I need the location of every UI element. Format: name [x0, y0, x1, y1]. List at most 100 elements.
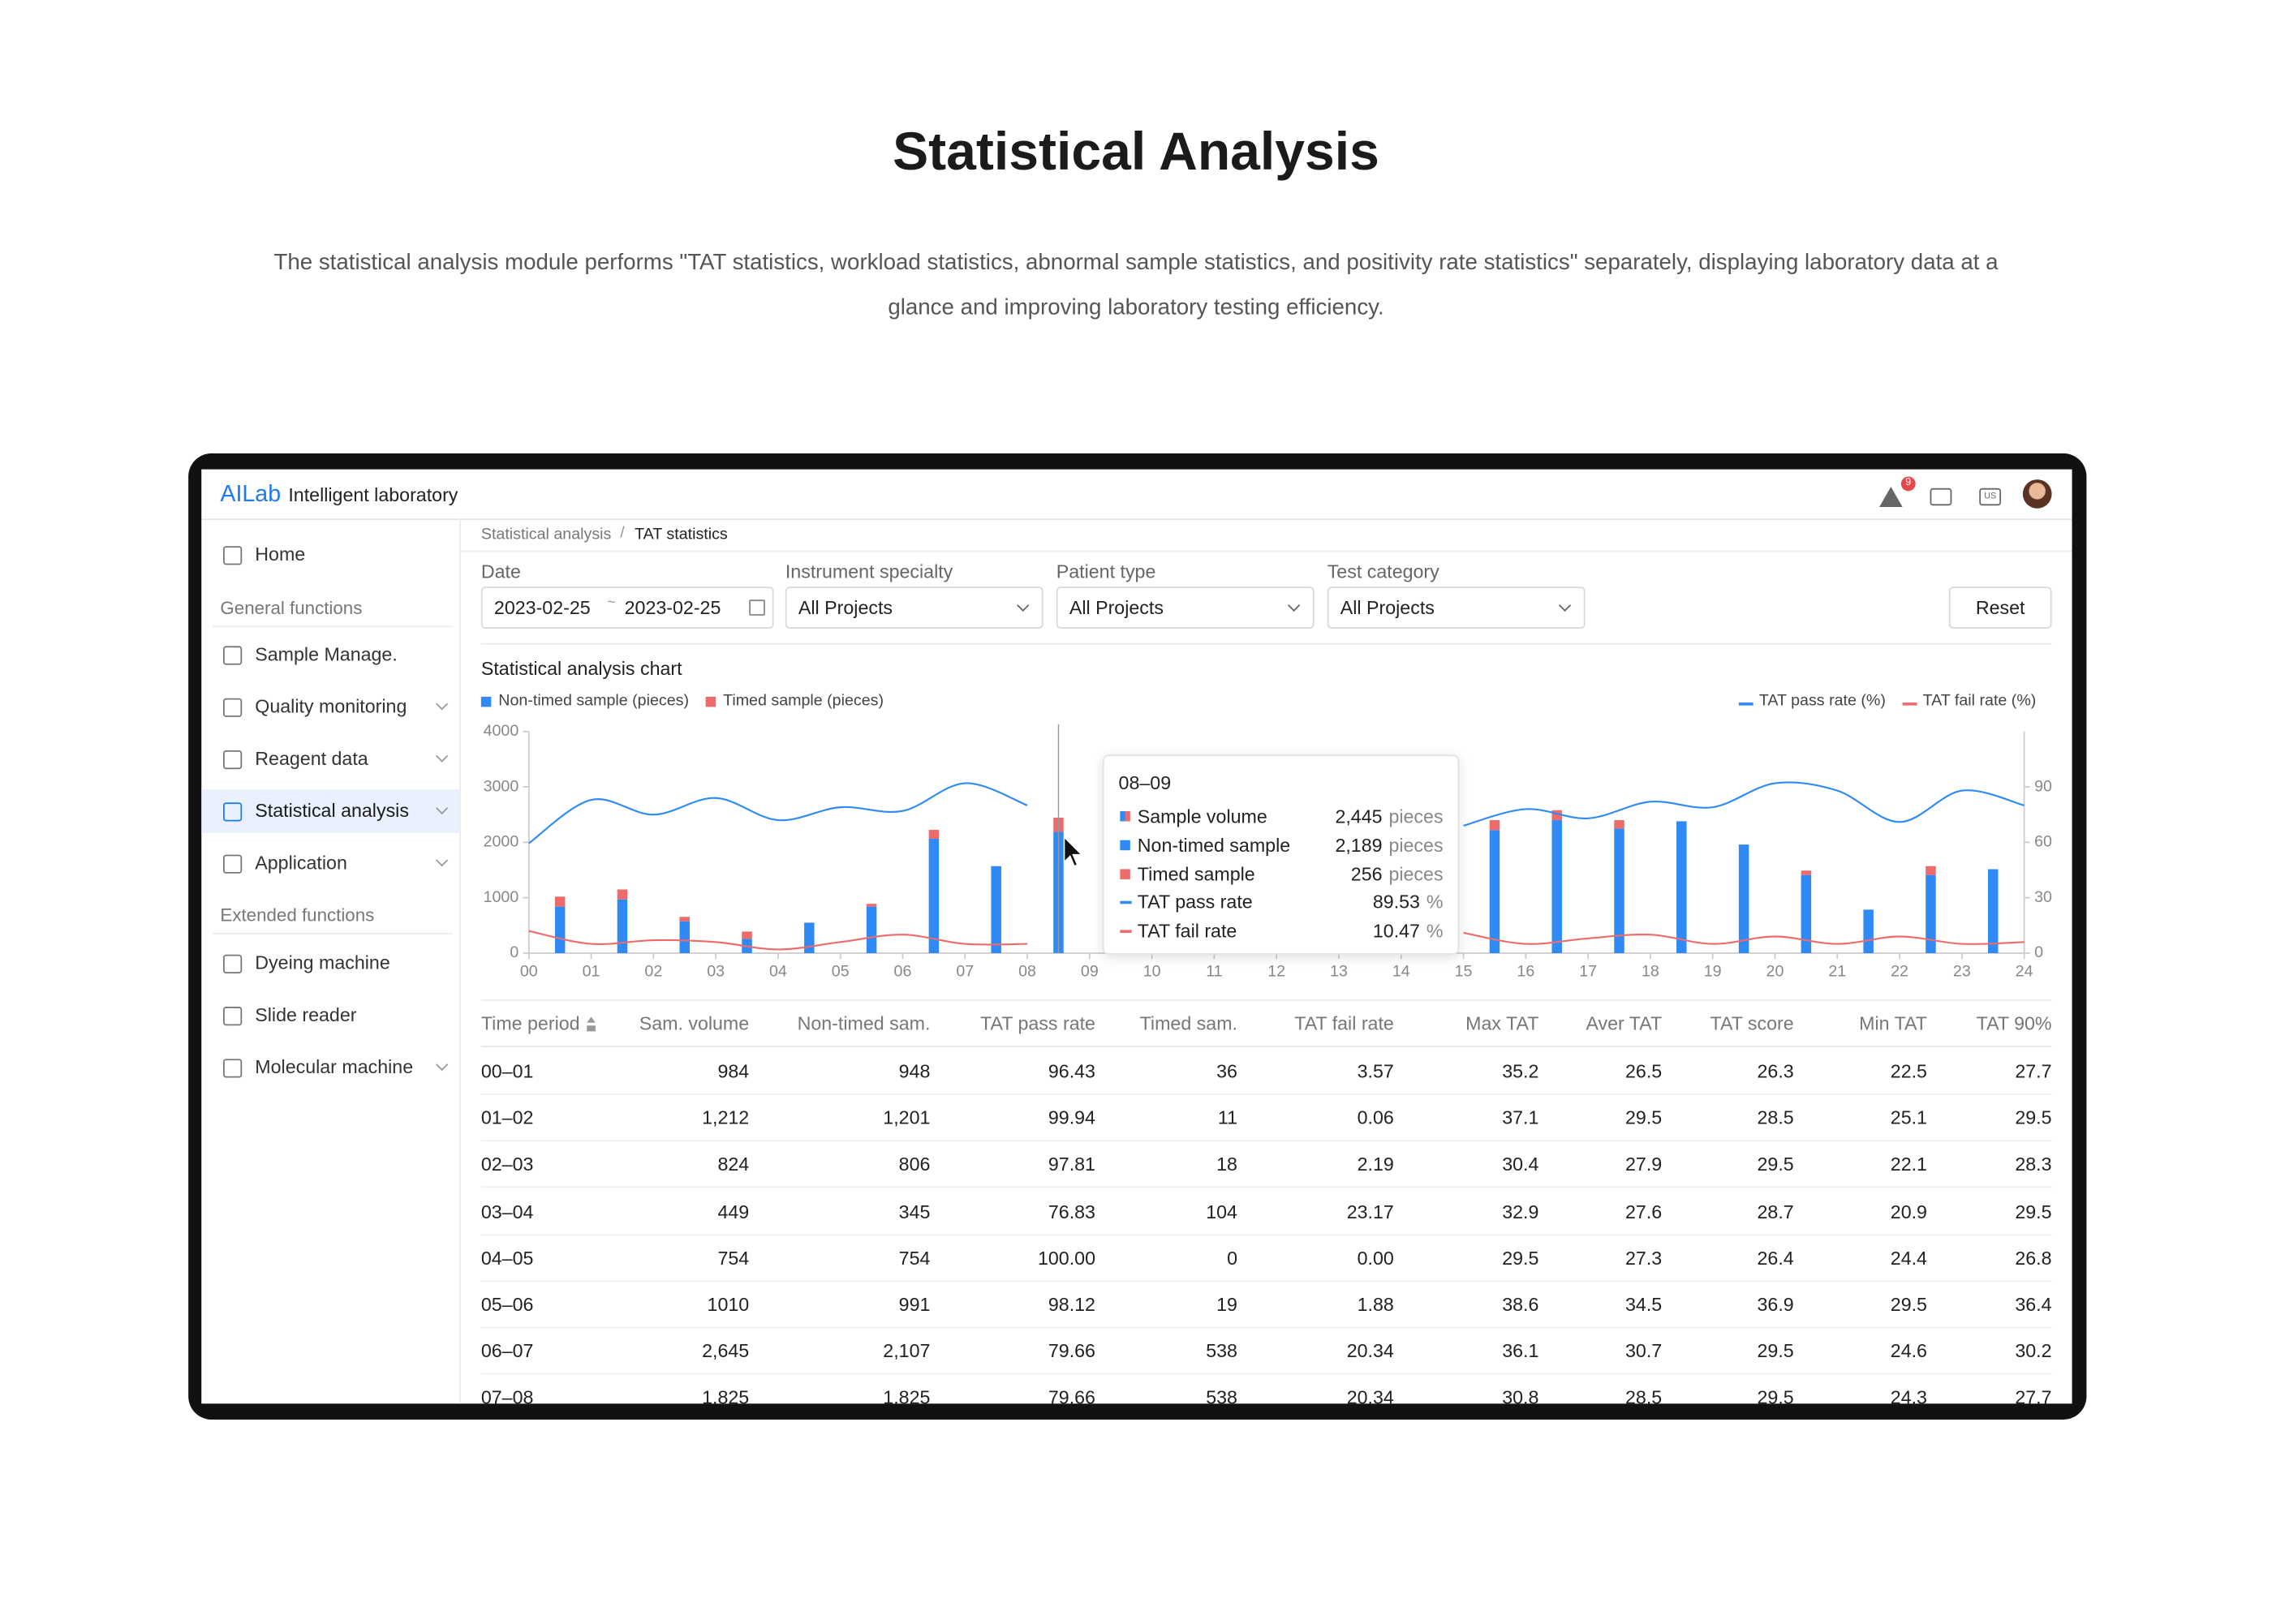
tooltip-icon: [1120, 901, 1132, 904]
table-cell: 28.5: [1757, 1106, 1794, 1129]
tooltip-label: TAT fail rate: [1137, 920, 1237, 943]
table-cell: 03–04: [480, 1200, 534, 1222]
table-cell: 25.1: [1890, 1106, 1927, 1129]
chart: 0 1000 2000 3000 4000 0 30 60 90 00 01 02 03 04 05 06 07…: [484, 722, 2052, 980]
date-to: 2023-02-25: [624, 596, 721, 619]
x-tick-label: 06: [894, 962, 912, 980]
filter-box[interactable]: All Projects: [785, 586, 1043, 629]
top-divider: [201, 518, 2072, 521]
nav-item[interactable]: Slide reader: [255, 1003, 357, 1026]
breadcrumb: TAT statistics: [635, 526, 728, 543]
nav-chevron: [436, 750, 449, 763]
x-tick-label: 13: [1330, 962, 1348, 980]
tooltip-label: TAT pass rate: [1137, 891, 1253, 913]
row-border: [480, 1373, 2052, 1375]
table-cell: 1,201: [883, 1106, 931, 1129]
nav-item[interactable]: Dyeing machine: [255, 952, 390, 973]
table-cell: 2,645: [702, 1340, 750, 1362]
filter-box[interactable]: All Projects: [1056, 586, 1315, 629]
x-tick-label: 14: [1392, 962, 1410, 980]
alert-icon: [1879, 486, 1903, 507]
bar-segment: [679, 917, 690, 922]
legend-label: Non-timed sample (pieces): [498, 692, 689, 710]
table-cell: 37.1: [1502, 1106, 1539, 1129]
calendar-icon: [749, 599, 765, 616]
row-border: [480, 1326, 2052, 1329]
nav-item[interactable]: Statistical analysis: [255, 799, 409, 822]
nav-item[interactable]: Sample Manage.: [255, 642, 398, 665]
table-cell: 1010: [707, 1293, 750, 1316]
reset-button[interactable]: Reset: [1948, 586, 2052, 629]
table-cell: 29.5: [1624, 1106, 1663, 1129]
legend-label: Timed sample (pieces): [723, 692, 884, 710]
x-tick-label: 17: [1579, 962, 1597, 980]
table-cell: 97.81: [1048, 1154, 1095, 1175]
legend-swatch: [480, 696, 492, 707]
row-border: [480, 1093, 2052, 1095]
x-tick-label: 09: [1081, 962, 1099, 980]
table-cell: 24.4: [1890, 1247, 1927, 1269]
avatar[interactable]: [2022, 479, 2052, 509]
filter-value: All Projects: [1069, 596, 1164, 619]
table-cell: 79.66: [1048, 1340, 1095, 1362]
tooltip: 08–09 Sample volume pieces 2,445 Non-timed s…: [1102, 754, 1460, 955]
nav-chevron: [436, 854, 449, 867]
table-cell: 98.12: [1048, 1293, 1095, 1316]
table-cell: 538: [1206, 1340, 1237, 1362]
table-cell: 0.06: [1357, 1106, 1394, 1129]
content-divider: [460, 550, 2072, 552]
nav-icon: [222, 1059, 243, 1078]
table-cell: 11: [1217, 1106, 1237, 1129]
bar-segment: [1676, 821, 1687, 953]
table-cell: 2,107: [883, 1340, 931, 1362]
table-cell: 1,212: [702, 1106, 750, 1129]
nav-item[interactable]: Reagent data: [255, 747, 368, 770]
table-header[interactable]: Time period: [480, 1012, 580, 1034]
nav-item[interactable]: Application: [255, 851, 347, 874]
table-header: TAT pass rate: [980, 1012, 1095, 1034]
bar-segment: [928, 838, 940, 953]
x-tick-label: 01: [583, 962, 600, 980]
table-cell: 100.00: [1037, 1247, 1095, 1269]
bar-segment: [1926, 866, 1936, 875]
bar-segment: [1926, 874, 1936, 953]
table-cell: 34.5: [1624, 1293, 1663, 1316]
tooltip-unit: pieces: [1388, 862, 1444, 885]
lang-icon[interactable]: US: [1979, 488, 2002, 506]
table-header: Timed sam.: [1139, 1012, 1237, 1034]
legend-label: TAT fail rate (%): [1922, 692, 2037, 710]
table-cell: 27.9: [1624, 1154, 1663, 1175]
x-tick-label: 16: [1517, 962, 1534, 980]
table-cell: 07–08: [480, 1386, 534, 1404]
tooltip-value: 2,445: [1335, 805, 1383, 827]
legend-swatch: [705, 696, 716, 707]
print-icon[interactable]: [1930, 488, 1952, 506]
table-cell: 36: [1216, 1060, 1237, 1082]
tooltip-unit: %: [1426, 920, 1444, 943]
filter-box[interactable]: 2023-02-25 ~2023-02-25: [480, 586, 774, 629]
bar-segment: [742, 931, 752, 939]
table-cell: 27.7: [2015, 1060, 2052, 1082]
filter-label: Patient type: [1056, 561, 1156, 582]
bar-segment: [1863, 909, 1874, 953]
nav-item[interactable]: Quality monitoring: [255, 695, 407, 717]
page-title: Statistical Analysis: [893, 121, 1379, 182]
filter-label: Instrument specialty: [785, 561, 953, 582]
table-cell: 05–06: [480, 1293, 534, 1316]
bar-segment: [554, 896, 566, 907]
breadcrumb[interactable]: Statistical analysis: [480, 526, 612, 543]
table-cell: 01–02: [480, 1106, 534, 1129]
table-cell: 0.00: [1357, 1247, 1394, 1269]
tooltip-label: Sample volume: [1137, 805, 1267, 827]
table-cell: 754: [717, 1247, 750, 1269]
table-cell: 28.3: [2015, 1154, 2052, 1175]
table-cell: 06–07: [480, 1340, 534, 1362]
filter-box[interactable]: All Projects: [1327, 586, 1586, 629]
table-cell: 1,825: [702, 1386, 750, 1404]
table-cell: 36.4: [2015, 1293, 2052, 1316]
table-cell: 36.9: [1757, 1293, 1794, 1316]
nav-item[interactable]: Home: [255, 543, 306, 565]
nav-item[interactable]: Molecular machine: [255, 1055, 414, 1078]
